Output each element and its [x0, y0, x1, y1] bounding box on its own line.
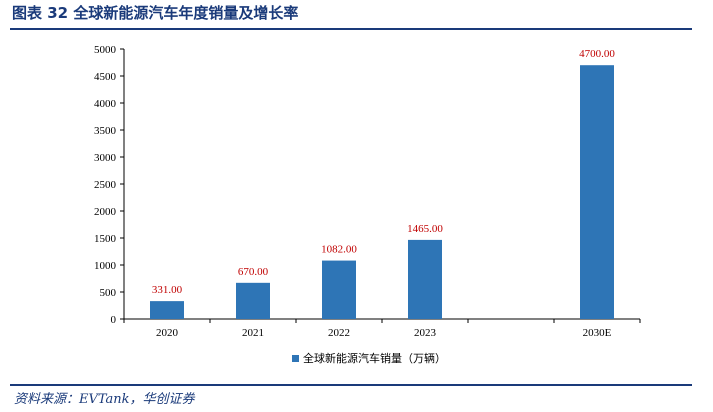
y-tick-label: 0	[111, 314, 117, 326]
chart-title: 图表 32 全球新能源汽车年度销量及增长率	[12, 4, 299, 22]
y-tick-label: 3000	[94, 152, 117, 164]
bar	[150, 301, 184, 319]
y-tick-label: 2000	[94, 206, 117, 218]
data-label: 1082.00	[321, 244, 357, 256]
y-tick-label: 2500	[94, 179, 117, 191]
y-tick-label: 4000	[94, 98, 117, 110]
y-tick-label: 3500	[94, 125, 117, 137]
title-rule	[10, 28, 692, 30]
x-tick-label: 2020	[156, 327, 179, 339]
y-tick-label: 5000	[94, 44, 117, 56]
data-label: 1465.00	[407, 223, 443, 235]
source-rule	[10, 384, 692, 386]
bar	[322, 260, 356, 319]
legend-label: 全球新能源汽车销量（万辆）	[303, 351, 446, 365]
data-label: 670.00	[238, 266, 269, 278]
legend-swatch	[292, 355, 299, 362]
y-tick-label: 500	[100, 287, 117, 299]
x-tick-label: 2022	[328, 327, 350, 339]
data-label: 4700.00	[579, 48, 615, 60]
bar	[580, 65, 614, 319]
source-note: 资料来源：EVTank，华创证券	[14, 392, 195, 407]
x-tick-label: 2030E	[583, 327, 612, 339]
y-tick-label: 4500	[94, 71, 117, 83]
x-tick-label: 2023	[414, 327, 437, 339]
y-tick-label: 1500	[94, 233, 117, 245]
x-tick-label: 2021	[242, 327, 264, 339]
bar	[236, 282, 270, 319]
data-label: 331.00	[152, 284, 183, 296]
bar	[408, 239, 442, 319]
y-tick-label: 1000	[94, 260, 117, 272]
